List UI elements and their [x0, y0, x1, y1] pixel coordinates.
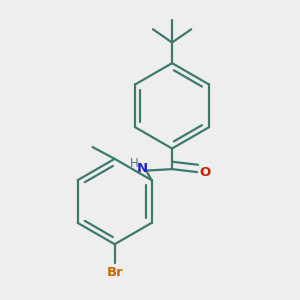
- Text: Br: Br: [106, 266, 123, 279]
- Text: N: N: [137, 162, 148, 175]
- Text: O: O: [200, 166, 211, 178]
- Text: H: H: [129, 157, 138, 170]
